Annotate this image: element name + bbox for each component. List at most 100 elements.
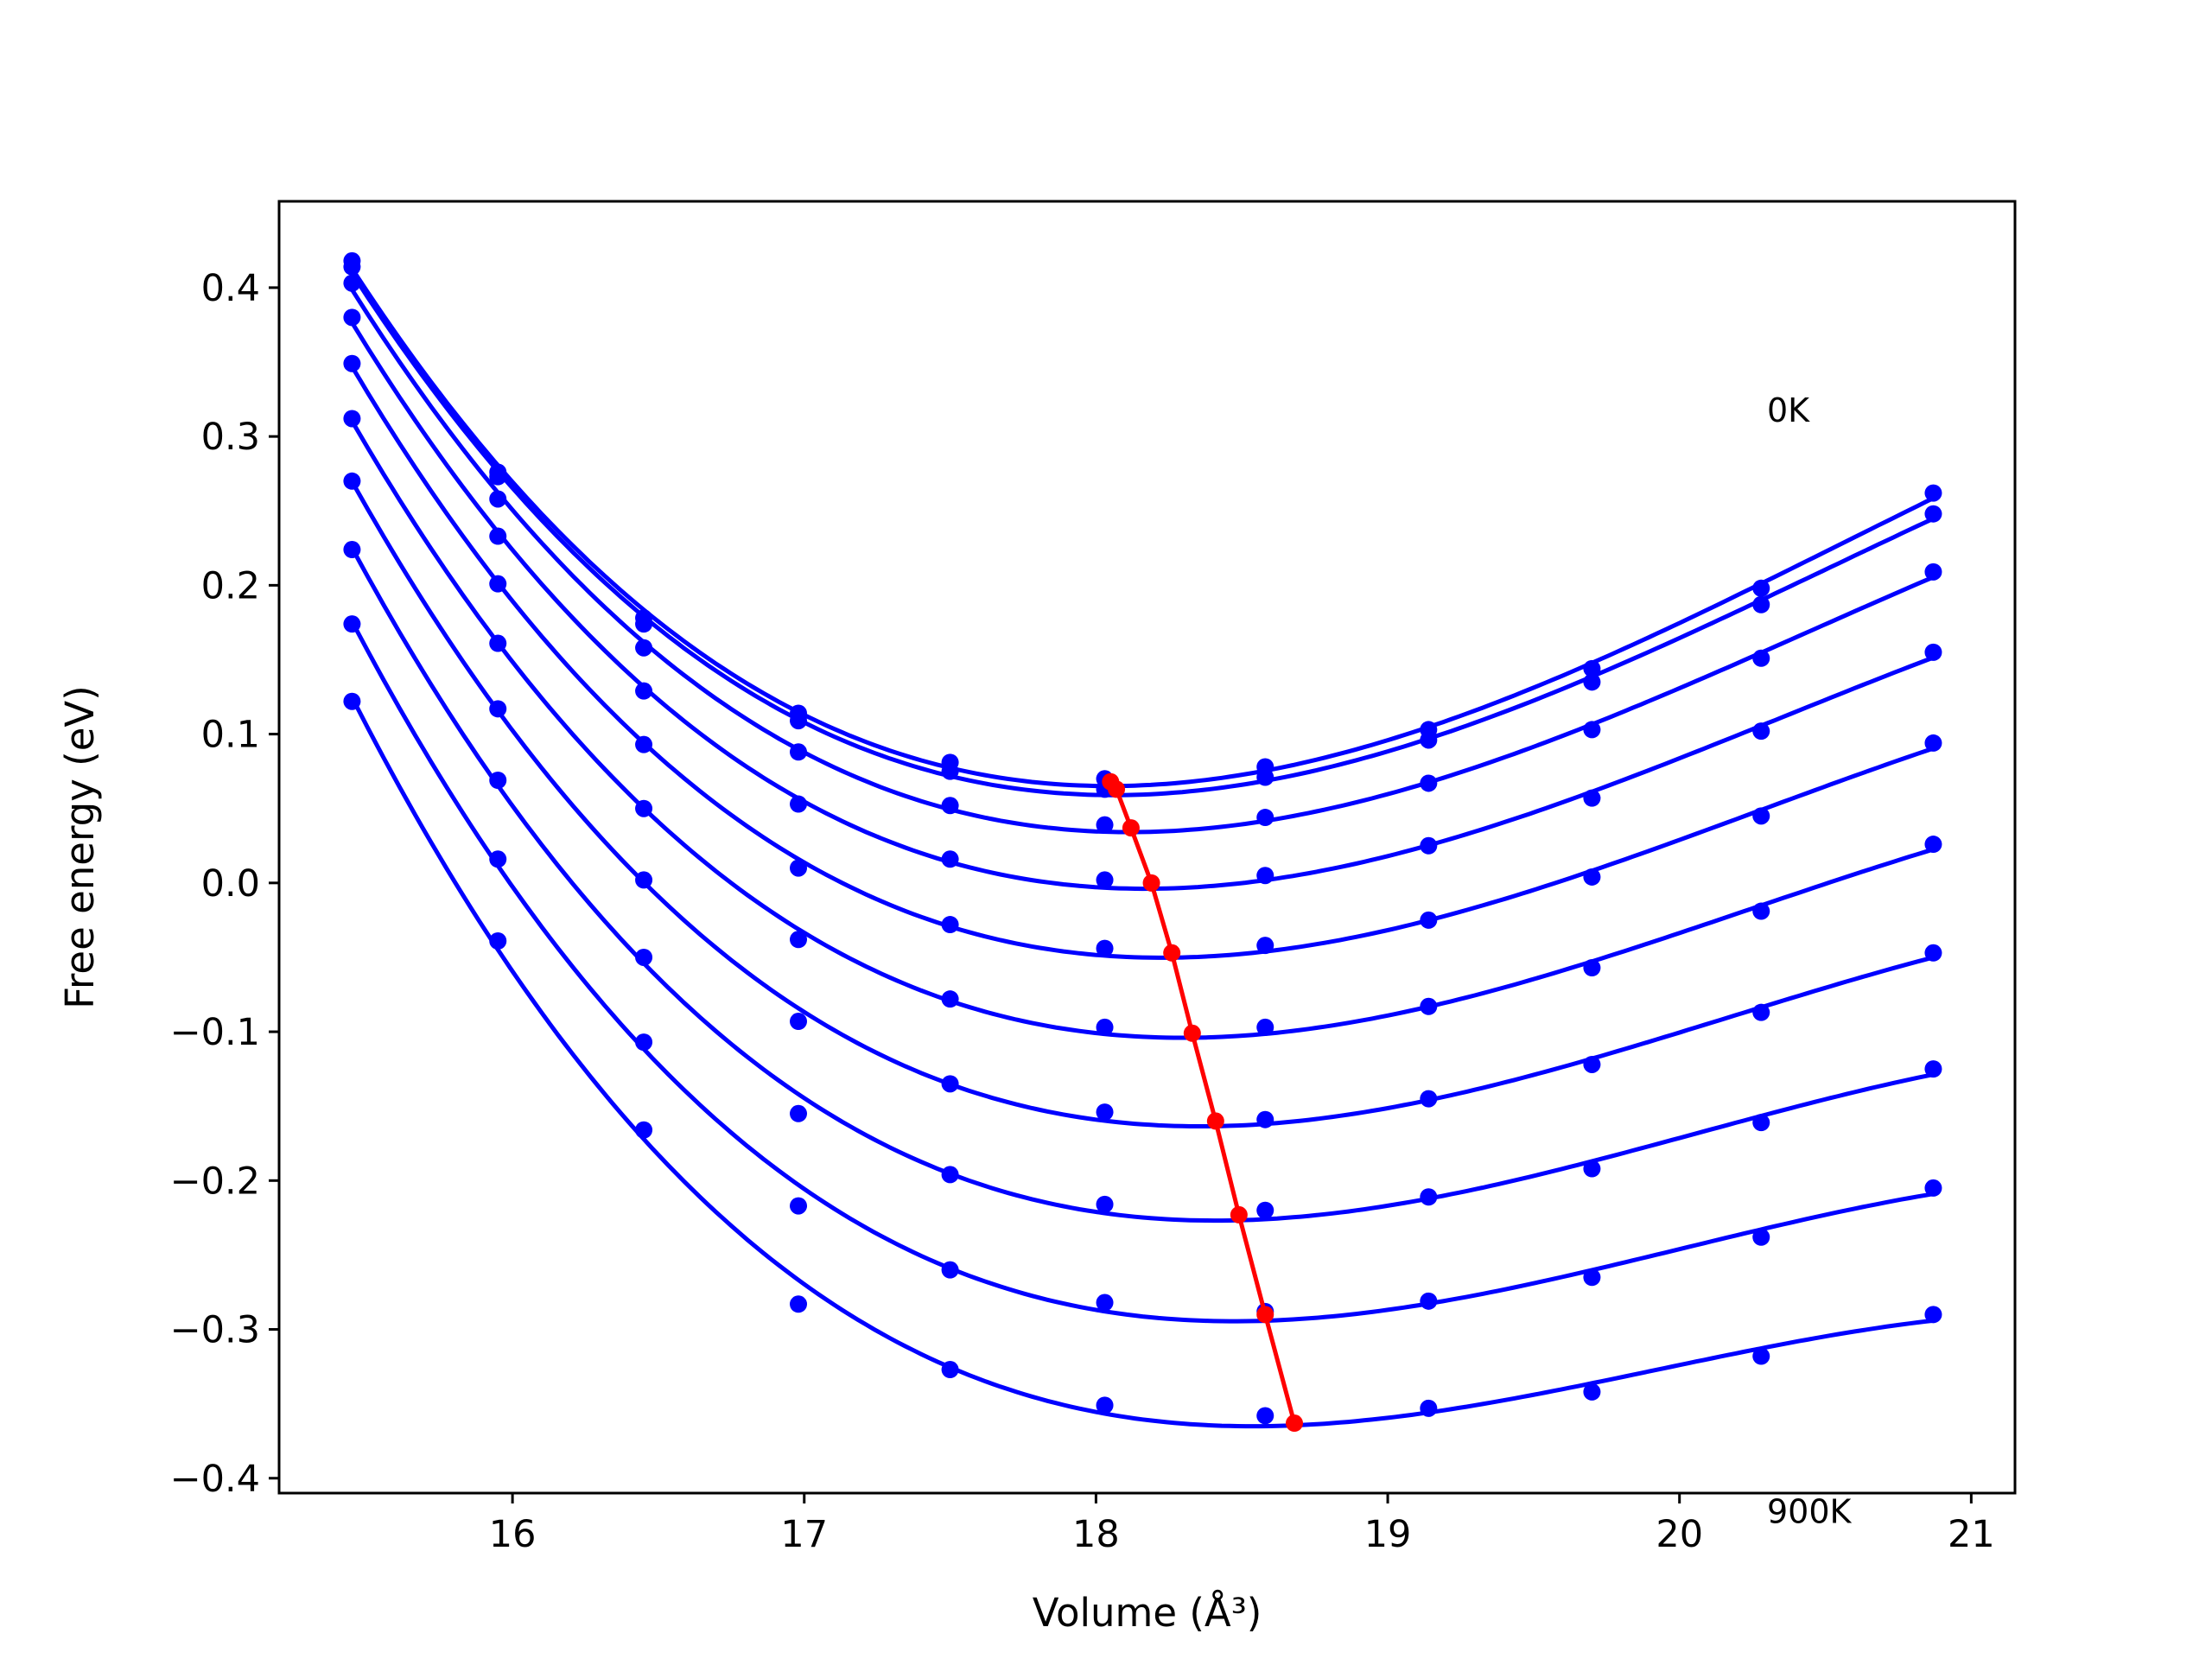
data-point: [635, 948, 653, 966]
data-point: [343, 410, 361, 428]
data-point: [489, 932, 507, 950]
data-point: [489, 700, 507, 718]
data-point: [1752, 595, 1770, 613]
plot-area: [343, 251, 1942, 1433]
data-point: [343, 354, 361, 372]
data-point: [343, 615, 361, 633]
data-point: [1752, 1347, 1770, 1365]
data-point: [1924, 1306, 1942, 1324]
data-point: [1752, 807, 1770, 825]
data-point: [1583, 1160, 1601, 1178]
data-point: [1096, 816, 1114, 834]
fit-curve-2: [350, 288, 1935, 835]
y-tick-label: 0.1: [201, 714, 260, 757]
data-point: [1096, 1294, 1114, 1312]
data-point: [1096, 1195, 1114, 1213]
series-5: [343, 410, 1942, 1040]
fit-curve-0: [350, 267, 1935, 789]
data-point: [1420, 997, 1438, 1015]
fit-curve-8: [350, 620, 1934, 1324]
data-point: [1583, 1268, 1601, 1287]
fit-curve-3: [350, 321, 1935, 892]
minimum-point: [1256, 1306, 1274, 1324]
data-point: [1752, 722, 1770, 741]
data-point: [790, 712, 808, 730]
data-point: [1583, 789, 1601, 807]
axes-frame: [277, 200, 2017, 1495]
data-point: [1256, 1018, 1274, 1036]
minimum-point: [1286, 1414, 1304, 1433]
data-point: [635, 1121, 653, 1139]
data-point: [489, 634, 507, 652]
data-point: [1924, 944, 1942, 962]
annotation-label: 0K: [1767, 391, 1810, 429]
data-point: [1583, 673, 1601, 691]
data-point: [941, 1361, 959, 1379]
data-point: [941, 990, 959, 1008]
data-point: [941, 1075, 959, 1093]
y-tick-label: −0.4: [170, 1458, 260, 1501]
data-point: [1420, 911, 1438, 929]
minimum-point: [1230, 1205, 1248, 1224]
data-point: [489, 771, 507, 789]
data-point: [635, 639, 653, 657]
series-7: [343, 541, 1942, 1224]
minima-line: [1109, 780, 1297, 1424]
x-tick-label: 20: [1656, 1513, 1703, 1556]
y-tick-label: 0.2: [201, 564, 260, 607]
series-6: [343, 472, 1942, 1128]
data-point: [941, 797, 959, 815]
data-point: [790, 1013, 808, 1031]
data-point: [1752, 649, 1770, 667]
data-point: [790, 931, 808, 949]
minimum-point: [1122, 819, 1140, 837]
minimum-point: [1163, 944, 1181, 962]
series-0: [343, 251, 1942, 789]
data-point: [1752, 902, 1770, 920]
data-point: [790, 1295, 808, 1313]
data-point: [1924, 563, 1942, 581]
data-point: [1583, 1055, 1601, 1073]
data-point: [1256, 1110, 1274, 1128]
data-point: [635, 1033, 653, 1052]
data-point: [1096, 1103, 1114, 1122]
data-point: [1256, 1201, 1274, 1219]
data-point: [790, 1197, 808, 1215]
data-point: [1096, 871, 1114, 889]
data-point: [1096, 1018, 1114, 1036]
fit-curve-7: [350, 546, 1935, 1224]
series-4: [343, 354, 1942, 960]
minimum-point: [1108, 780, 1126, 798]
data-point: [1420, 774, 1438, 792]
data-point: [489, 850, 507, 868]
series-1: [343, 257, 1942, 798]
data-point: [489, 527, 507, 545]
data-point: [343, 472, 361, 490]
data-point: [1420, 731, 1438, 749]
data-point: [1256, 937, 1274, 955]
y-axis: −0.4 −0.3 −0.2 −0.1 0.0 0.1 0.2 0.3 0.4: [170, 267, 279, 1501]
data-point: [941, 762, 959, 780]
data-point: [489, 575, 507, 593]
x-tick-label: 21: [1948, 1513, 1995, 1556]
fit-curve-6: [350, 480, 1935, 1128]
x-axis-label: Volume (Å³): [1033, 1590, 1262, 1636]
data-point: [343, 308, 361, 327]
fit-curve-4: [350, 365, 1935, 960]
minimum-point: [1206, 1112, 1224, 1130]
x-tick-label: 17: [780, 1513, 828, 1556]
data-point: [343, 541, 361, 559]
data-point: [1752, 579, 1770, 597]
data-point: [1420, 1188, 1438, 1206]
data-point: [1752, 1114, 1770, 1132]
y-tick-label: 0.4: [201, 267, 260, 310]
series-9: [343, 692, 1942, 1429]
data-point: [790, 1104, 808, 1122]
data-point: [1924, 643, 1942, 661]
data-point: [1096, 1396, 1114, 1414]
minimum-point: [1183, 1024, 1201, 1042]
annotation-label: 900K: [1767, 1492, 1853, 1530]
data-point: [1420, 1292, 1438, 1310]
minima-series: [1102, 772, 1304, 1433]
data-point: [635, 615, 653, 633]
